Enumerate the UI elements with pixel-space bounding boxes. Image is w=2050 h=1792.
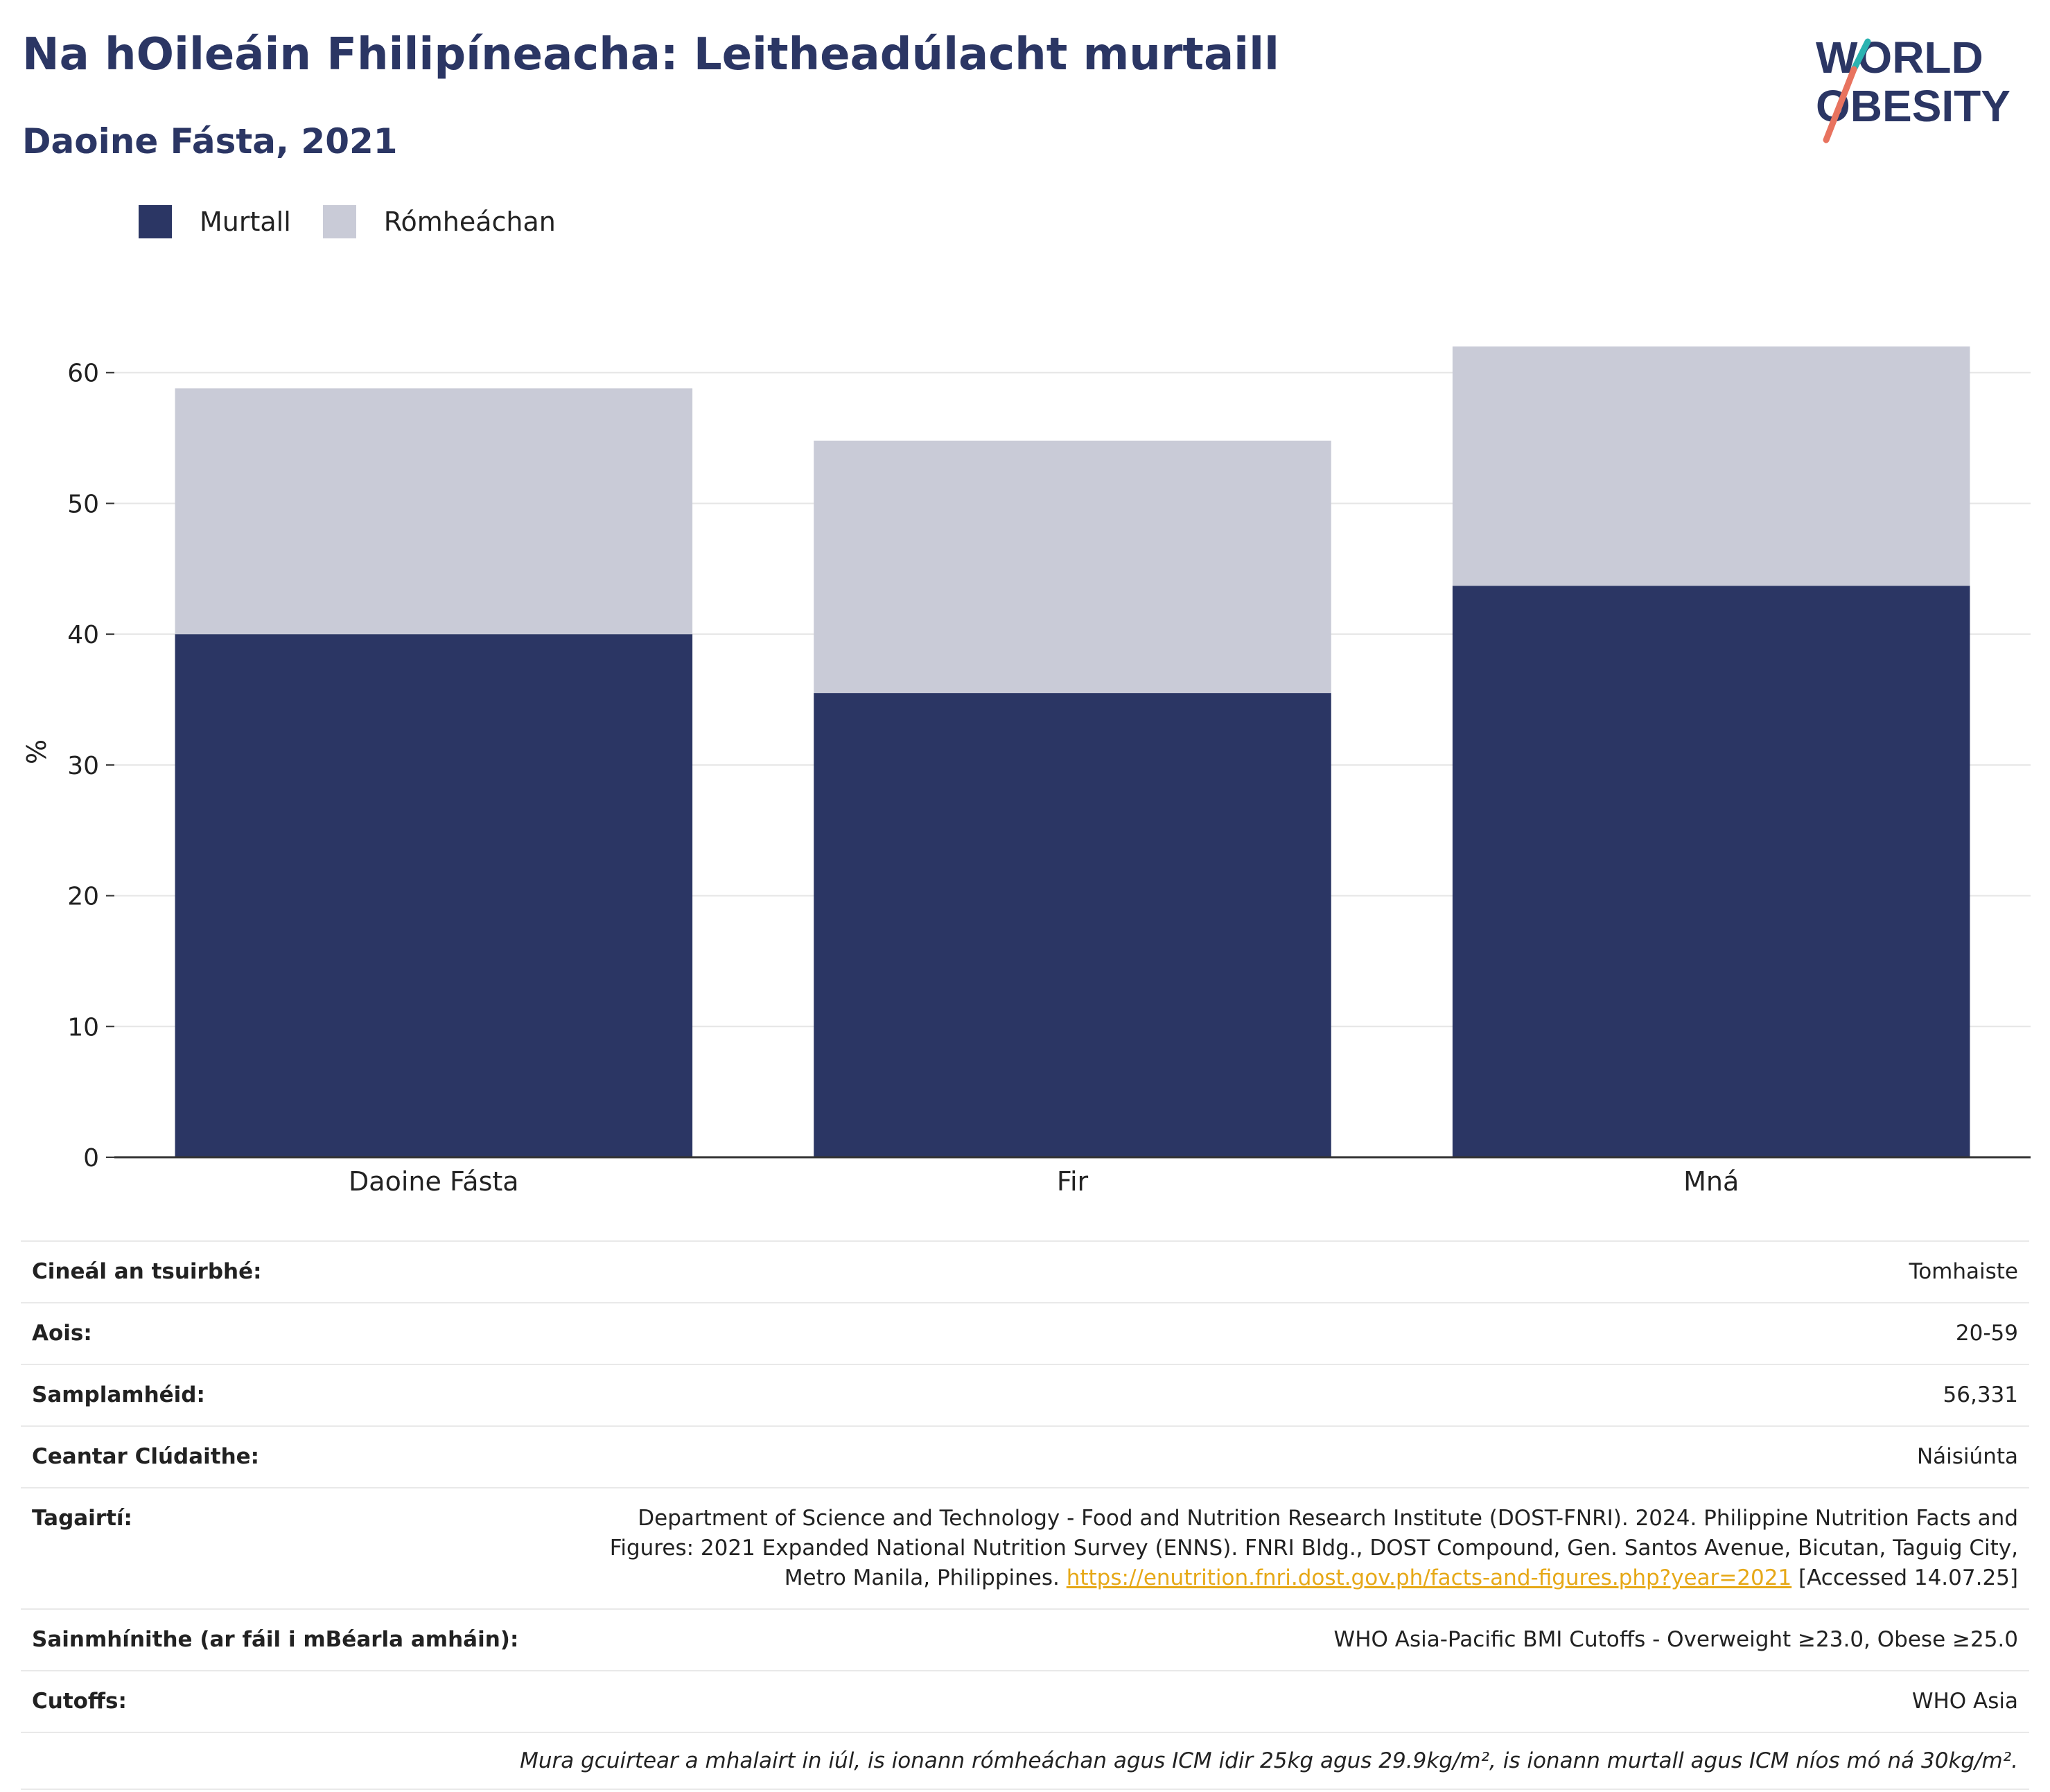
info-label: Samplamhéid: (32, 1382, 205, 1407)
info-table: Cineál an tsuirbhé: Tomhaiste Aois: 20-5… (21, 1240, 2029, 1790)
info-label: Tagairtí: (32, 1506, 132, 1531)
x-tick-label: Fir (1057, 1166, 1089, 1197)
info-label: Aois: (32, 1321, 92, 1346)
y-tick-label: 40 (67, 621, 99, 649)
info-label: Cutoffs: (32, 1689, 127, 1714)
bar-overweight (175, 388, 693, 635)
info-row-references: Tagairtí: Department of Science and Tech… (21, 1487, 2029, 1608)
legend-label-obese: Murtall (200, 207, 291, 237)
info-value: Tomhaiste (1909, 1259, 2018, 1284)
info-row-definitions: Sainmhínithe (ar fáil i mBéarla amháin):… (21, 1608, 2029, 1670)
x-tick-label: Daoine Fásta (349, 1166, 519, 1197)
x-tick-label: Mná (1683, 1166, 1739, 1197)
chart-title: Na hOileáin Fhilipíneacha: Leitheadúlach… (22, 29, 1279, 80)
references-text: Department of Science and Technology - F… (609, 1506, 2018, 1590)
references-value: Department of Science and Technology - F… (577, 1504, 2018, 1593)
bar-chart: 0 10 20 30 40 50 60% Daoine Fásta Fir Mná (21, 346, 2031, 1197)
info-label: Ceantar Clúdaithe: (32, 1444, 260, 1469)
info-row-sample-size: Samplamhéid: 56,331 (21, 1364, 2029, 1425)
bar-obese (1452, 586, 1970, 1157)
world-obesity-logo: WORLD OBESITY (1816, 33, 2010, 143)
chart-subtitle: Daoine Fásta, 2021 (22, 121, 398, 161)
references-accessed: [Accessed 14.07.25] (1798, 1565, 2018, 1590)
bar-overweight (1452, 346, 1970, 586)
legend-swatch-overweight (322, 205, 356, 238)
y-tick-label: 0 (83, 1144, 99, 1172)
legend-label-overweight: Rómheáchan (383, 207, 556, 237)
info-value: Náisiúnta (1916, 1444, 2018, 1469)
info-row-age: Aois: 20-59 (21, 1302, 2029, 1364)
info-row-survey-type: Cineál an tsuirbhé: Tomhaiste (21, 1240, 2029, 1302)
y-tick-label: 50 (67, 490, 99, 518)
legend-item-overweight: Rómheáchan (322, 205, 556, 238)
legend-swatch-obese (139, 205, 172, 238)
chart-legend: Murtall Rómheáchan (139, 205, 588, 238)
footnote: Mura gcuirtear a mhalairt in iúl, is ion… (21, 1732, 2029, 1790)
references-link[interactable]: https://enutrition.fnri.dost.gov.ph/fact… (1066, 1565, 1792, 1590)
info-value: WHO Asia (1911, 1689, 2018, 1714)
y-tick-label: 10 (67, 1013, 99, 1042)
svg-text:WORLD: WORLD (1816, 33, 1983, 82)
y-tick-label: 30 (67, 752, 99, 780)
info-label: Sainmhínithe (ar fáil i mBéarla amháin): (32, 1627, 519, 1652)
y-axis-label: % (21, 739, 52, 764)
y-tick-label: 60 (67, 360, 99, 388)
y-tick-label: 20 (67, 883, 99, 911)
info-row-cutoffs: Cutoffs: WHO Asia (21, 1670, 2029, 1732)
info-value: WHO Asia-Pacific BMI Cutoffs - Overweigh… (1333, 1627, 2018, 1652)
info-label: Cineál an tsuirbhé: (32, 1259, 262, 1284)
info-row-area: Ceantar Clúdaithe: Náisiúnta (21, 1425, 2029, 1487)
info-value: 56,331 (1943, 1382, 2018, 1407)
bar-obese (175, 634, 693, 1157)
bar-obese (814, 693, 1331, 1157)
info-value: 20-59 (1955, 1321, 2018, 1346)
legend-item-obese: Murtall (139, 205, 291, 238)
bar-overweight (814, 440, 1331, 694)
